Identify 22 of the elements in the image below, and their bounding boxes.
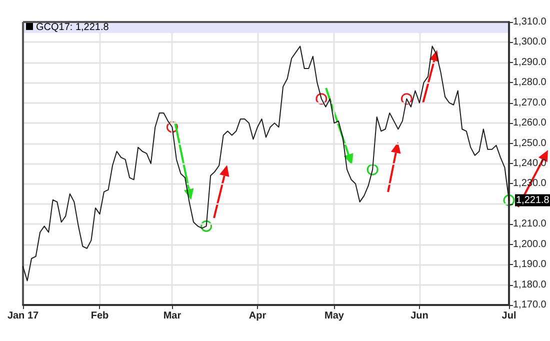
y-tick-label: 1,280.0	[513, 77, 547, 88]
x-tick-label: Jun	[410, 310, 428, 322]
x-tick-label: May	[324, 310, 344, 322]
y-tick-label: 1,300.0	[513, 36, 547, 48]
y-tick-label: 1,270.0	[513, 97, 547, 108]
y-tick-label: 1,260.0	[513, 118, 547, 129]
header-strip: GCQ17: 1,221.8	[24, 23, 508, 33]
x-tick-label: Apr	[248, 310, 266, 322]
x-tick-label: Mar	[163, 310, 182, 322]
x-tick-label: Feb	[90, 310, 109, 322]
y-tick-label: 1,210.0	[513, 218, 547, 230]
y-tick-label: 1,290.0	[513, 56, 547, 68]
y-tick-label: 1,310.0	[513, 16, 547, 28]
x-tick-label: Jan 17	[7, 310, 39, 322]
y-tick-label: 1,170.0	[513, 300, 547, 310]
y-tick-label: 1,180.0	[513, 279, 547, 290]
chart-title: GCQ17: 1,221.8	[36, 22, 109, 33]
y-tick-label: 1,200.0	[513, 238, 547, 250]
x-tick-label: Jul	[502, 310, 516, 322]
y-tick-label: 1,250.0	[513, 138, 547, 149]
annotation: 1,221.8	[516, 194, 550, 206]
y-tick-label: 1,190.0	[513, 259, 547, 270]
